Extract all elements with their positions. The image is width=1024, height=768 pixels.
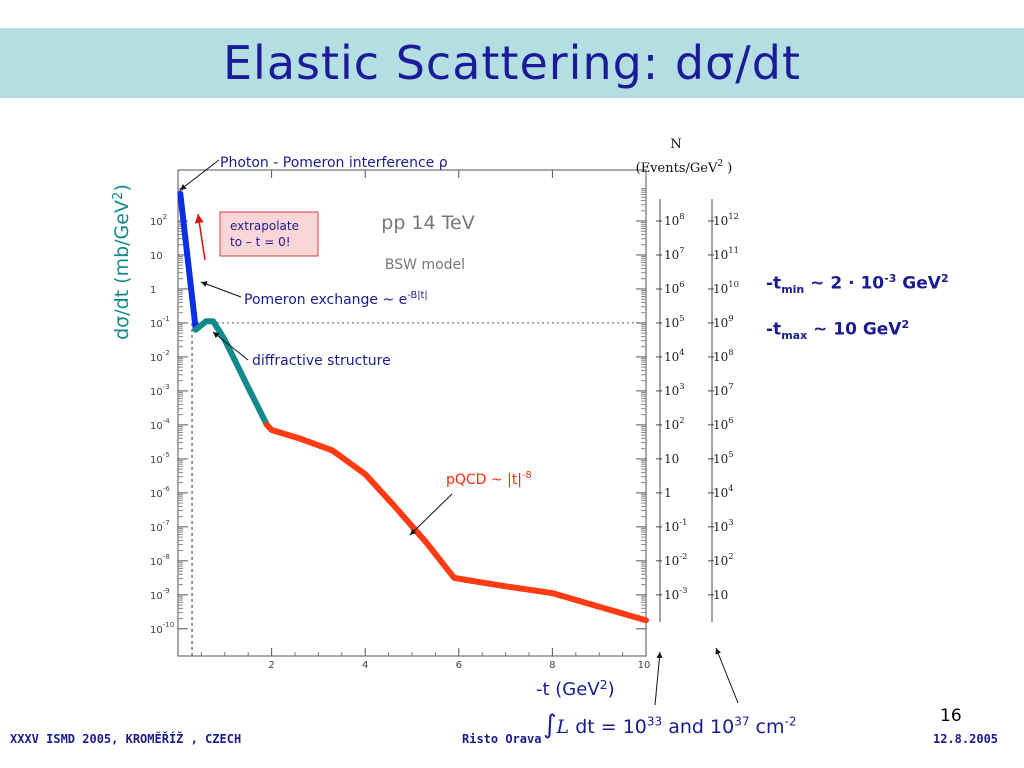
- series-line: [177, 190, 199, 333]
- lumi-arrow-2: [715, 647, 739, 704]
- extrapolate-line-2: to – t = 0!: [230, 235, 291, 249]
- events-axis-1-label: 10-1: [664, 517, 687, 534]
- y-tick-label: 10-5: [150, 451, 170, 466]
- events-axis-1-label: 10-2: [664, 551, 687, 568]
- events-axis-2-label: 105: [713, 449, 734, 466]
- x-tick-label: 10: [638, 660, 651, 671]
- events-axis-1-label: 1: [664, 486, 672, 500]
- y-tick-label: 10-8: [150, 553, 170, 568]
- events-axis-2-label: 1012: [713, 211, 739, 228]
- y-tick-label: 10-2: [150, 349, 170, 364]
- tmin-unit-exp: 2: [940, 272, 949, 285]
- photon-arrow: [179, 159, 220, 191]
- y-tick-label: 10: [150, 251, 163, 262]
- events-axis-2-label: 109: [713, 313, 734, 330]
- lumi-exp-1: 33: [646, 714, 663, 729]
- events-axis-1-label: 103: [664, 381, 685, 398]
- pomeron-annotation: Pomeron exchange ~ e-B|t|: [244, 290, 428, 308]
- events-axis-1-label: 10-3: [664, 585, 687, 602]
- events-axis-1-label: 104: [664, 347, 685, 364]
- integral-sign: ∫: [543, 710, 557, 740]
- footer-date: 12.8.2005: [933, 732, 999, 746]
- extrapolate-arrow: [194, 213, 206, 261]
- slide-title: Elastic Scattering: dσ/dt: [0, 28, 1024, 98]
- events-axis-2-label: 107: [713, 381, 734, 398]
- x-tick-label: 4: [362, 660, 368, 671]
- events-axis-subtitle: (Events/GeV2 ): [636, 159, 733, 176]
- events-axis-1-label: 108: [664, 211, 685, 228]
- y-tick-label: 1: [150, 285, 156, 296]
- tmin-unit: GeV: [896, 273, 941, 294]
- pomeron-arrow: [200, 281, 242, 298]
- events-axis-title: N: [670, 137, 681, 152]
- inner-title: pp 14 TeV: [381, 212, 474, 234]
- tmax-sub: max: [781, 329, 808, 343]
- y-tick-label: 10-7: [150, 519, 170, 534]
- tmax-note: -tmax ~ 10 GeV2: [766, 318, 909, 342]
- tmin-note: -tmin ~ 2 · 10-3 GeV2: [766, 272, 949, 296]
- tmin-sub: min: [781, 283, 805, 297]
- events-axis-2-label: 1011: [713, 245, 739, 262]
- extrapolate-box: [219, 211, 319, 257]
- luminosity-note: ∫L dt = 1033 and 1037 cm-2: [543, 710, 796, 740]
- events-axis-2-label: 10: [713, 588, 728, 602]
- title-bar: [0, 28, 1024, 98]
- events-axis-2-label: 106: [713, 415, 734, 432]
- photon-pomeron-annotation: Photon - Pomeron interference ρ: [220, 155, 448, 171]
- series-line: [263, 421, 649, 624]
- diffractive-arrow: [212, 331, 249, 361]
- title-sigma: σ: [705, 36, 736, 90]
- lumi-exp-2: 37: [734, 714, 750, 729]
- events-axis-2-label: 102: [713, 551, 734, 568]
- events-axis-1-label: 105: [664, 313, 685, 330]
- lumi-text-2: and 10: [662, 716, 735, 738]
- lumi-text-3: cm: [749, 716, 785, 738]
- y-tick-label: 10-1: [150, 315, 170, 330]
- pqcd-arrow: [409, 493, 453, 536]
- y-tick-label: 10-10: [150, 621, 174, 636]
- lumi-exp-3: -2: [784, 714, 797, 729]
- events-axis-1-label: 106: [664, 279, 685, 296]
- footer-author: Risto Orava: [462, 732, 542, 746]
- footer-event: XXXV ISMD 2005, KROMĚŘÍŽ , CZECH: [10, 732, 242, 746]
- tmax-exp: 2: [901, 318, 910, 331]
- y-tick-label: 10-4: [150, 417, 170, 432]
- lumi-arrow-1: [654, 651, 663, 706]
- events-axis-2-label: 103: [713, 517, 734, 534]
- diffractive-annotation: diffractive structure: [252, 353, 391, 369]
- y-tick-label: 10-9: [150, 587, 170, 602]
- events-axis-1-label: 10: [664, 452, 679, 466]
- tmin-prefix: -t: [766, 273, 782, 294]
- tmax-mid: ~ 10 GeV: [807, 319, 902, 340]
- events-axis-2-label: 108: [713, 347, 734, 364]
- events-axis-2-label: 104: [713, 483, 734, 500]
- title-main: Elastic Scattering: d: [222, 36, 706, 90]
- y-axis-label: dσ/dt (mb/GeV2): [111, 184, 133, 340]
- tmin-mid: ~ 2 · 10: [804, 273, 885, 294]
- x-tick-label: 8: [549, 660, 555, 671]
- page-number: 16: [940, 706, 962, 726]
- inner-subtitle: BSW model: [385, 257, 465, 273]
- lumi-text-1: dt = 10: [569, 716, 647, 738]
- events-axis-1-label: 107: [664, 245, 685, 262]
- pqcd-annotation: pQCD ~ |t|-8: [446, 470, 532, 488]
- tmax-prefix: -t: [766, 319, 782, 340]
- series-line: [192, 318, 270, 428]
- x-tick-label: 2: [268, 660, 274, 671]
- luminosity-symbol: L: [556, 716, 570, 738]
- events-axis-2-label: 1010: [713, 279, 739, 296]
- tmin-exp: -3: [884, 272, 897, 285]
- extrapolate-line-1: extrapolate: [230, 219, 299, 233]
- y-tick-label: 10-6: [150, 485, 170, 500]
- x-axis-label: -t (GeV2): [536, 677, 615, 700]
- y-tick-label: 10-3: [150, 383, 170, 398]
- events-axis-1-label: 102: [664, 415, 685, 432]
- title-tail: /dt: [735, 36, 802, 90]
- x-tick-label: 6: [456, 660, 462, 671]
- y-tick-label: 102: [150, 213, 167, 228]
